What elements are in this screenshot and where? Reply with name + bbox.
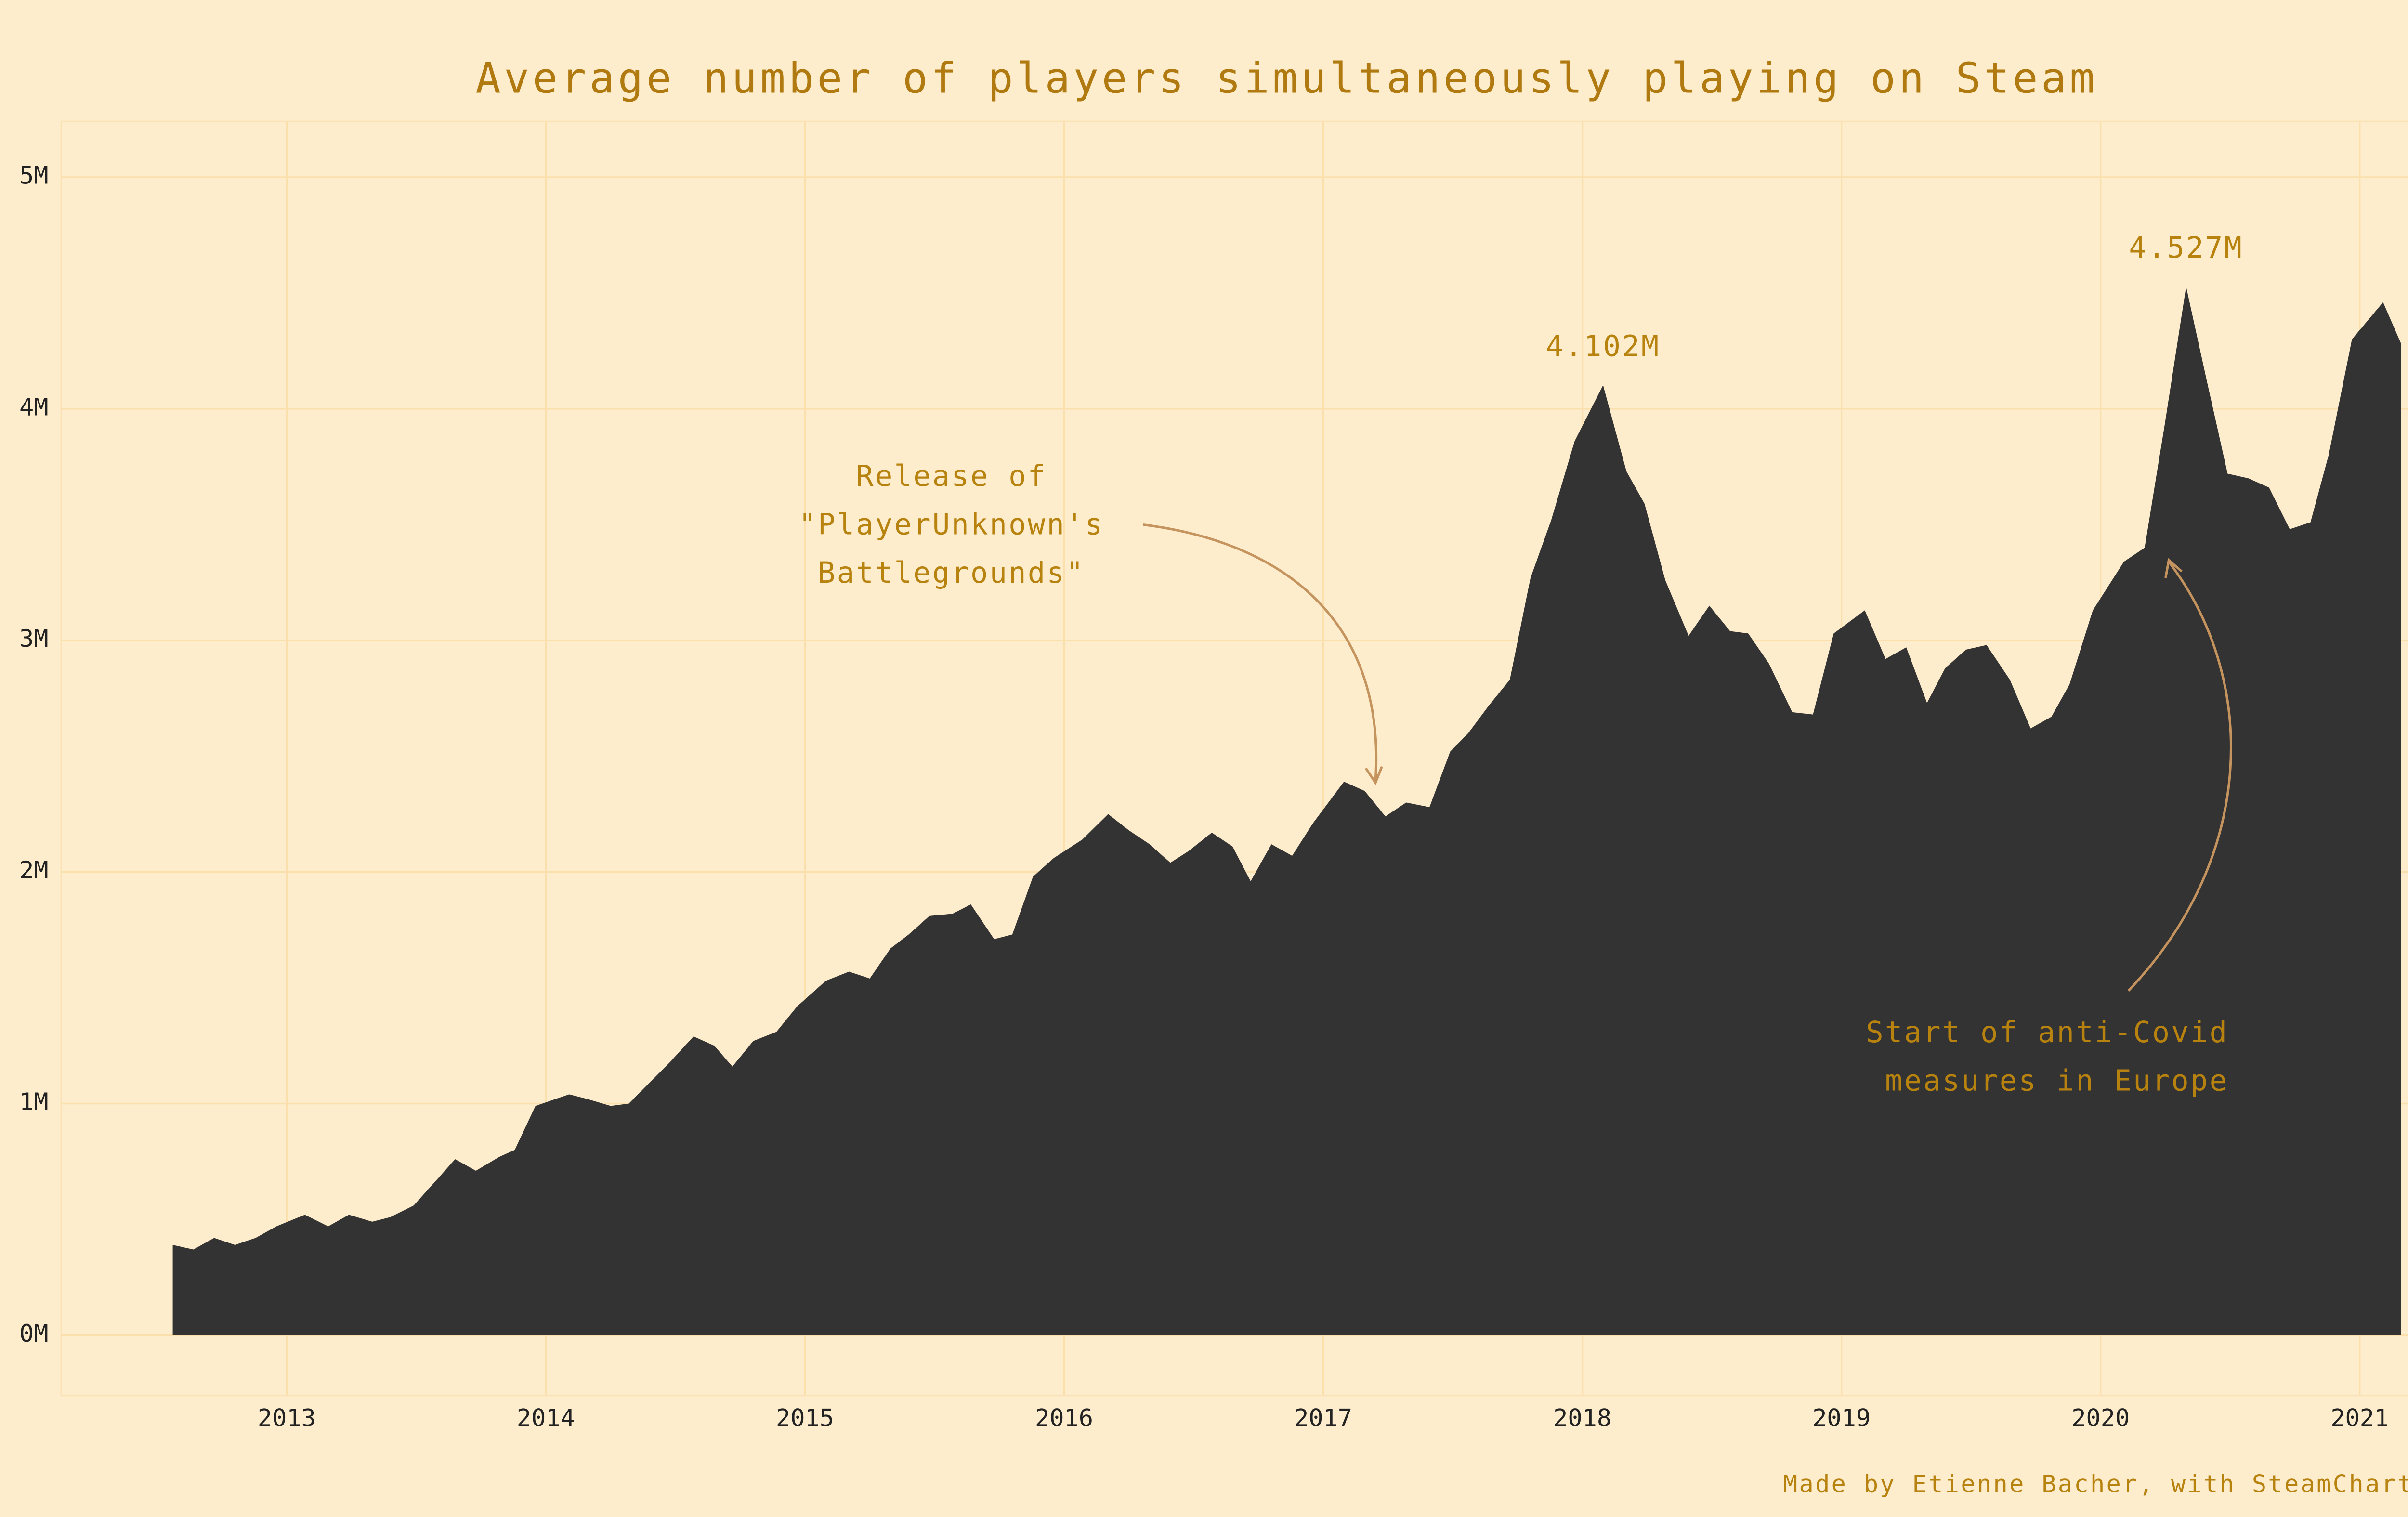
annotations: Release of "PlayerUnknown's Battlegrounds"… [798,459,2228,1098]
peak-label: 4.102M [1546,329,1661,363]
y-tick-label: 0M [19,1319,48,1347]
x-tick-label: 2013 [258,1403,316,1432]
x-tick-label: 2017 [1294,1403,1352,1432]
y-tick-label: 5M [19,161,48,189]
area [172,287,2401,1335]
peak-label: 4.527M [2129,231,2243,265]
x-tick-label: 2014 [517,1403,575,1432]
y-tick-label: 3M [19,624,48,653]
x-tick-label: 2018 [1553,1403,1611,1432]
y-tick-label: 1M [19,1087,48,1116]
x-tick-label: 2019 [1812,1403,1871,1432]
annotation-text: Start of anti-Covid [1866,1016,2228,1049]
x-tick-label: 2021 [2330,1403,2389,1432]
plot: 4.102M 4.527M [172,231,2401,1335]
arrow-head [1364,766,1383,785]
x-tick-label: 2015 [776,1403,834,1432]
panel [60,120,2408,1397]
annotation-text: "PlayerUnknown's [798,508,1104,541]
chart-title: Average number of players simultaneously… [475,54,2098,103]
annotation-text: measures in Europe [1885,1064,2228,1098]
annotation-text: Battlegrounds" [818,556,1085,590]
x-tick-label: 2016 [1035,1403,1093,1432]
x-tick-label: 2020 [2071,1403,2130,1432]
y-tick-label: 2M [19,856,48,884]
caption: Made by Etienne Bacher, with SteamCharts… [1783,1470,2408,1498]
annotation-text: Release of [856,459,1047,493]
annotation-arrow [2127,561,2232,992]
y-tick-label: 4M [19,392,48,421]
arrow-head [2164,558,2183,578]
annotation-arrow [1143,523,1378,782]
